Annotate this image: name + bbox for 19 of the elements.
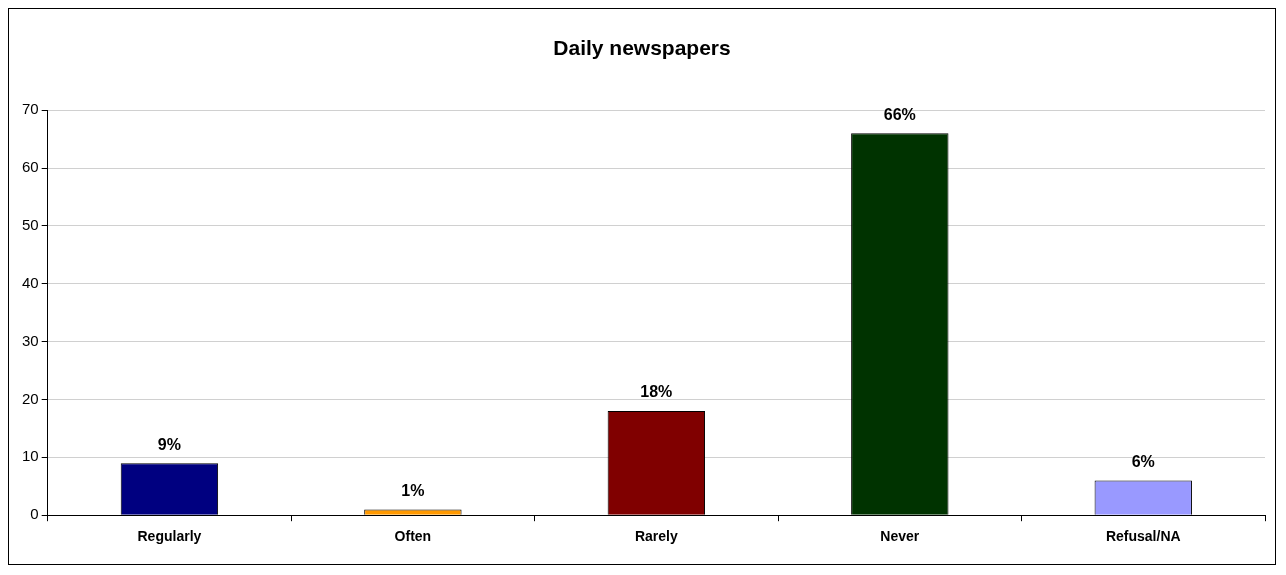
- y-tick-label: 30: [22, 331, 39, 349]
- y-tick-label: 10: [22, 447, 39, 465]
- data-label: 1%: [401, 481, 425, 499]
- y-tick-label: 0: [30, 505, 39, 523]
- data-label: 18%: [640, 383, 673, 401]
- chart-title: Daily newspapers: [553, 36, 731, 60]
- y-tick-label: 20: [22, 389, 39, 407]
- y-tick-label: 50: [22, 216, 39, 234]
- x-tick-label: Rarely: [634, 528, 678, 545]
- y-tick-label: 60: [22, 158, 39, 176]
- data-label: 66%: [883, 105, 916, 123]
- x-tick-label: Regularly: [137, 528, 202, 545]
- x-tick-label: Refusal/NA: [1105, 528, 1181, 545]
- x-tick-label: Never: [880, 528, 920, 545]
- y-tick-label: 70: [22, 100, 39, 118]
- x-tick-label: Often: [394, 528, 432, 545]
- data-label: 9%: [157, 435, 181, 453]
- data-label: 6%: [1131, 452, 1155, 470]
- y-tick-label: 40: [22, 273, 39, 291]
